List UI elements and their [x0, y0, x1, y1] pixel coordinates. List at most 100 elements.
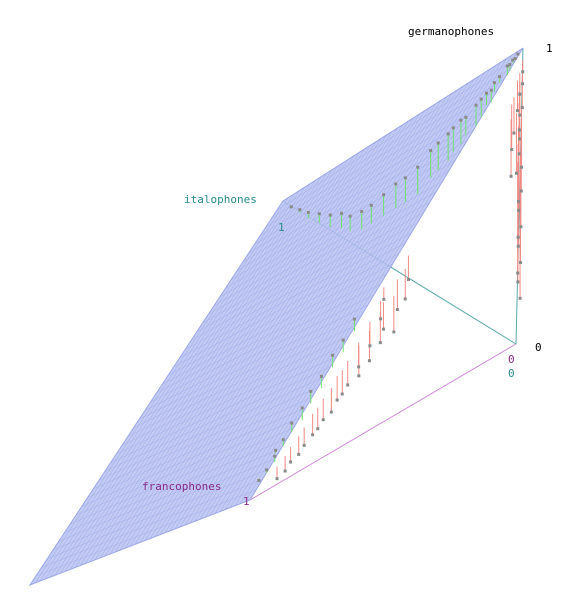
- data-point: [479, 97, 483, 101]
- data-point: [289, 205, 293, 209]
- plane-grid-line: [58, 448, 282, 542]
- data-point: [265, 468, 269, 472]
- data-point: [281, 438, 285, 442]
- data-point: [436, 141, 440, 145]
- plane-grid-line: [75, 417, 300, 516]
- data-point: [484, 91, 488, 95]
- plane-grid-line: [47, 468, 269, 560]
- data-point: [352, 317, 356, 321]
- data-point: [516, 280, 520, 284]
- data-point: [394, 182, 398, 186]
- data-point: [298, 208, 302, 212]
- plane-grid-line: [35, 489, 257, 577]
- data-point: [257, 478, 261, 482]
- data-point: [329, 410, 333, 414]
- data-point: [297, 452, 301, 456]
- data-point: [521, 82, 525, 86]
- plane-grid-line: [185, 222, 418, 350]
- plane-grid-line: [265, 78, 505, 228]
- plane-grid-line: [139, 304, 369, 420]
- data-point: [317, 212, 321, 216]
- plane-grid-line: [271, 68, 511, 219]
- plane-grid-line: [144, 294, 375, 411]
- data-point: [381, 327, 385, 331]
- data-point: [378, 341, 382, 345]
- plane-surface: [28, 47, 524, 587]
- plane-grid-line: [179, 232, 412, 359]
- germanophones-tick-min: 0: [535, 341, 542, 354]
- data-point: [459, 118, 463, 122]
- data-point: [368, 344, 372, 348]
- data-point: [360, 209, 364, 213]
- plane-grid-line: [231, 140, 468, 280]
- plane-grid-line: [254, 99, 493, 245]
- labels-layer: germanophones 1 0 italophones 1 0 franco…: [142, 25, 553, 508]
- plane-grid-line: [225, 150, 462, 289]
- plane-grid-line: [98, 376, 325, 481]
- data-point: [321, 418, 325, 422]
- germanophones-axis-label: germanophones: [408, 25, 494, 38]
- data-point: [382, 297, 386, 301]
- data-point: [290, 421, 294, 425]
- germanophones-tick-max: 1: [546, 42, 553, 55]
- plane-grid-line: [121, 335, 350, 446]
- data-point: [516, 244, 520, 248]
- data-point: [521, 70, 525, 74]
- data-point: [516, 271, 520, 275]
- data-point: [300, 406, 304, 410]
- plane-grid-line: [173, 242, 406, 368]
- data-point: [492, 81, 496, 85]
- data-point: [403, 176, 407, 180]
- plane-grid-line: [248, 109, 486, 254]
- plane-grid-line: [190, 212, 424, 341]
- data-point: [340, 392, 344, 396]
- data-point: [508, 63, 512, 67]
- data-point: [382, 193, 386, 197]
- data-point: [395, 308, 399, 312]
- plane-grid-line: [236, 129, 474, 272]
- data-point: [474, 103, 478, 107]
- data-point: [451, 126, 455, 130]
- data-point: [328, 213, 332, 217]
- plane-grid-line: [202, 191, 437, 324]
- data-point: [273, 448, 277, 452]
- data-point: [311, 433, 315, 437]
- data-point: [283, 469, 287, 473]
- data-point: [518, 296, 522, 300]
- data-point: [514, 171, 518, 175]
- data-point: [519, 225, 523, 229]
- plane-grid-line: [156, 273, 387, 394]
- plane-grid-line: [127, 325, 356, 437]
- data-point: [489, 88, 493, 92]
- data-point: [302, 443, 306, 447]
- data-point: [403, 297, 407, 301]
- data-point: [519, 189, 523, 193]
- data-point: [505, 64, 509, 68]
- data-point: [513, 57, 517, 61]
- plane-grid-line: [81, 407, 306, 507]
- plane-layer: [28, 47, 524, 587]
- data-point: [511, 58, 515, 62]
- data-point: [446, 132, 450, 136]
- data-point: [357, 374, 361, 378]
- data-point: [517, 208, 521, 212]
- plane-grid-line: [64, 438, 288, 533]
- data-point: [516, 52, 520, 56]
- data-point: [520, 106, 524, 110]
- data-point: [309, 389, 313, 393]
- italophones-tick-max: 1: [278, 221, 285, 234]
- data-point: [518, 92, 522, 96]
- plane-grid-line: [208, 181, 443, 315]
- data-point: [464, 115, 468, 119]
- data-point: [518, 137, 522, 141]
- data-point: [517, 200, 521, 204]
- data-point: [510, 148, 514, 151]
- plane-grid-line: [277, 58, 517, 210]
- plane-grid-line: [93, 386, 319, 490]
- data-point: [316, 427, 320, 431]
- data-point: [392, 330, 396, 334]
- data-point: [517, 128, 521, 132]
- data-point: [340, 211, 344, 215]
